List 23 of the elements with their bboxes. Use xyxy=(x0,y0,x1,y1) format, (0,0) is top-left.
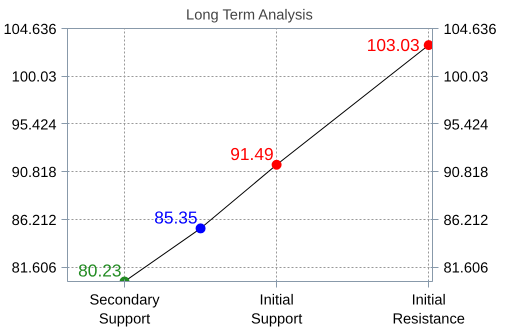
chart-title: Long Term Analysis xyxy=(186,8,313,24)
data-label: 80.23 xyxy=(78,260,122,280)
point xyxy=(424,40,432,50)
x-tick-label: Initial Resistance xyxy=(392,292,465,328)
y2-tick-label: 100.03 xyxy=(444,70,488,86)
y-tick-label: 95.424 xyxy=(12,117,56,134)
x-tick-label: Initial Support xyxy=(250,292,302,328)
data-label: 103.03 xyxy=(366,35,420,56)
y2-tick-label: 81.606 xyxy=(444,260,488,277)
x-tick-label: Secondary Support xyxy=(89,292,160,328)
point xyxy=(196,223,206,234)
y2-tick-label: 86.212 xyxy=(444,212,488,229)
y-tick-label: 81.606 xyxy=(12,260,56,277)
data-label: 85.35 xyxy=(154,207,198,228)
point xyxy=(272,160,282,170)
y2-tick-label: 90.818 xyxy=(444,165,488,182)
y-tick-label: 100.03 xyxy=(12,70,56,86)
y-tick-label: 104.636 xyxy=(4,22,57,38)
y2-tick-label: 95.424 xyxy=(444,117,488,134)
y-tick-label: 86.212 xyxy=(12,212,56,229)
y-tick-label: 90.818 xyxy=(12,165,56,182)
y2-tick-label: 104.636 xyxy=(444,22,496,38)
data-label: 91.49 xyxy=(230,144,274,164)
